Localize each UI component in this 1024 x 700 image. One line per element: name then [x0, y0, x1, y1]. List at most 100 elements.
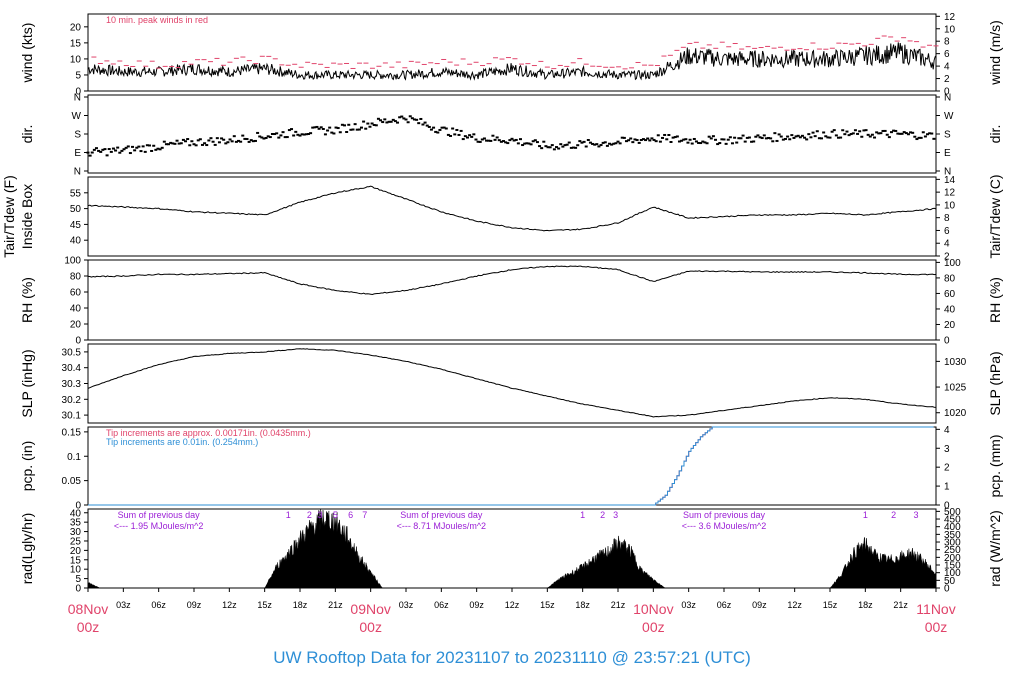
radiation-hour-marker: 3 — [913, 510, 918, 520]
footer-end-date: 20231110 — [533, 648, 607, 667]
y-tick-label: S — [74, 130, 81, 141]
y-tick-label: 60 — [70, 288, 82, 299]
x-minor-hour-label: 12z — [505, 600, 520, 610]
y-axis-label: rad(Lgly/hr) — [19, 513, 35, 585]
y-tick-label: E — [74, 148, 81, 159]
x-minor-hour-label: 15z — [823, 600, 838, 610]
y-tick-label: 30.4 — [62, 363, 82, 374]
y-tick-label-right: N — [944, 167, 951, 178]
y-tick-label-right: 0 — [944, 336, 950, 347]
radiation-hour-marker: 3 — [318, 510, 323, 520]
x-minor-hour-label: 15z — [257, 600, 272, 610]
y-tick-label-right: 60 — [944, 289, 956, 300]
y-tick-label-right: W — [944, 111, 954, 122]
radiation-hour-marker: 5 — [333, 510, 338, 520]
y-axis-label: Tair/Tdew (F) — [1, 175, 17, 257]
y-axis-label-right: Tair/Tdew (C) — [987, 174, 1003, 258]
x-minor-hour-label: 06z — [151, 600, 166, 610]
x-minor-hour-label: 12z — [787, 600, 802, 610]
x-minor-hour-label: 21z — [328, 600, 343, 610]
y-tick-label-right: 12 — [944, 188, 956, 199]
y-tick-label-right: 8 — [944, 213, 950, 224]
peak-wind-annotation: 10 min. peak winds in red — [106, 15, 208, 25]
y-tick-label-right: S — [944, 130, 951, 141]
y-tick-label: 50 — [70, 204, 82, 215]
x-major-hour-label: 00z — [642, 619, 665, 635]
x-minor-hour-label: 09z — [469, 600, 484, 610]
y-tick-label: 40 — [70, 304, 82, 315]
tip-increment-note-fine: Tip increments are approx. 0.00171in. (0… — [106, 428, 311, 438]
y-tick-label-right: 2 — [944, 463, 950, 474]
x-minor-hour-label: 06z — [717, 600, 732, 610]
y-tick-label-right: 3 — [944, 444, 950, 455]
y-tick-label-right: 1025 — [944, 383, 967, 394]
y-tick-label-right: 4 — [944, 62, 950, 73]
y-axis-label-right: RH (%) — [987, 277, 1003, 323]
footer-start-date: 20231107 — [435, 648, 511, 667]
y-tick-label: 20 — [70, 320, 82, 331]
y-tick-label: 10 — [70, 565, 82, 576]
x-minor-hour-label: 12z — [222, 600, 237, 610]
radiation-hour-marker: 6 — [348, 510, 353, 520]
y-tick-label: 0.1 — [67, 452, 81, 463]
y-tick-label: 15 — [70, 38, 82, 49]
y-tick-label-right: 6 — [944, 226, 950, 237]
y-tick-label: 30.5 — [62, 347, 82, 358]
y-tick-label-right: E — [944, 148, 951, 159]
y-axis-label: dir. — [19, 125, 35, 144]
y-tick-label-right: 500 — [944, 507, 961, 518]
radiation-hour-marker: 1 — [580, 510, 585, 520]
y-tick-label-right: 0 — [944, 501, 950, 512]
y-tick-label-right: 300 — [944, 538, 961, 549]
x-major-day-label: 10Nov — [633, 601, 673, 617]
y-tick-label-right: 4 — [944, 239, 950, 250]
y-tick-label-right: 12 — [944, 12, 956, 23]
y-tick-label: 40 — [70, 236, 82, 247]
y-tick-label: N — [74, 93, 81, 104]
y-tick-label-right: 6 — [944, 49, 950, 60]
x-minor-hour-label: 18z — [575, 600, 590, 610]
y-tick-label-right: N — [944, 93, 951, 104]
footer-at: @ — [611, 648, 629, 667]
y-tick-label: 20 — [70, 546, 82, 557]
y-tick-label-right: 100 — [944, 258, 961, 269]
panel-frame — [87, 13, 937, 92]
y-tick-label-right: 250 — [944, 545, 961, 556]
wind-speed-line — [87, 42, 937, 81]
solar-radiation-area — [87, 509, 937, 589]
x-minor-hour-label: 09z — [752, 600, 767, 610]
y-tick-label-right: 20 — [944, 320, 956, 331]
x-major-hour-label: 00z — [77, 619, 100, 635]
y-tick-label-right: 80 — [944, 273, 956, 284]
meteogram: wind (kts) wind (m/s)0510152002468101210 … — [1, 12, 1003, 635]
y-tick-label: 15 — [70, 555, 82, 566]
y-tick-label: 45 — [70, 220, 82, 231]
x-major-day-label: 11Nov — [916, 601, 955, 617]
y-tick-label: 30.2 — [62, 395, 82, 406]
x-minor-hour-label: 21z — [611, 600, 626, 610]
y-tick-label-right: 0 — [944, 584, 950, 595]
y-tick-label: 0 — [75, 87, 81, 98]
x-major-day-label: 09Nov — [350, 601, 390, 617]
footer-title: UW Rooftop Data for 20231107 to 20231110… — [0, 648, 1024, 668]
daily-radiation-sum-label: Sum of previous day — [683, 510, 766, 520]
panel-frame — [87, 176, 937, 257]
y-axis-label: SLP (inHg) — [19, 349, 35, 417]
x-minor-hour-label: 06z — [434, 600, 449, 610]
x-minor-hour-label: 03z — [116, 600, 131, 610]
air-temperature-line — [87, 185, 937, 232]
x-major-hour-label: 00z — [359, 619, 382, 635]
radiation-hour-marker: 1 — [286, 510, 291, 520]
y-tick-label: 55 — [70, 188, 82, 199]
y-axis-label-right: dir. — [987, 125, 1003, 144]
y-tick-label: 80 — [70, 272, 82, 283]
y-axis-label-right: SLP (hPa) — [987, 351, 1003, 415]
panel-frame — [87, 343, 937, 424]
panel-frame — [87, 259, 937, 341]
daily-radiation-sum-label: Sum of previous day — [118, 510, 201, 520]
x-minor-hour-label: 18z — [293, 600, 308, 610]
x-minor-hour-label: 09z — [187, 600, 202, 610]
footer-zone: (UTC) — [704, 648, 751, 667]
x-minor-hour-label: 03z — [399, 600, 414, 610]
y-tick-label-right: 8 — [944, 37, 950, 48]
